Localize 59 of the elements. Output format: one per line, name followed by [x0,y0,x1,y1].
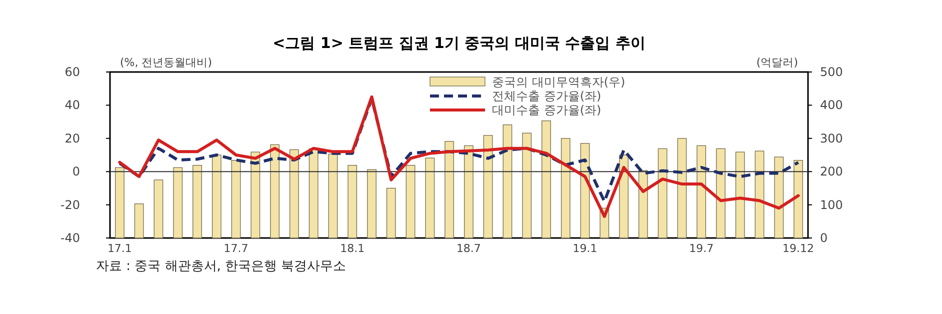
bar [444,141,454,238]
bar [328,154,338,238]
x-tick-label: 18.1 [340,242,365,255]
x-tick-label: 17.1 [107,242,132,255]
bar [154,180,164,238]
bar [231,160,241,238]
bar [367,169,376,238]
bar [619,154,628,238]
x-tick-label: 17.7 [224,242,248,255]
y2-tick-label: 300 [820,131,843,146]
bar [522,132,532,238]
bar [677,138,687,238]
bar [134,204,144,238]
y2-tick-label: 0 [820,231,828,245]
y-tick-label: 60 [64,65,80,79]
bar [308,148,318,238]
bar [542,120,551,238]
bar [696,145,706,238]
x-tick-label: 19.12 [782,242,814,255]
y-tick-label: -40 [60,231,80,245]
bar [638,170,648,238]
y2-tick-label: 200 [820,164,843,179]
bar [794,160,803,238]
y2-tick-label: 500 [820,65,843,79]
bar [774,156,784,238]
bar [173,167,183,238]
bar [560,138,570,238]
bar [250,152,260,238]
bar [406,164,416,238]
y2-axis-title: (억달러) [756,56,798,69]
y-tick-label: -20 [60,198,80,212]
bar [716,148,726,238]
bar [425,158,435,238]
text: 자료 : 중국 해관총서, 한국은행 북경사무소 [96,259,346,274]
chart-title: <그림 1> 트럼프 집권 1기 중국의 대미국 수출입 추이 [272,34,646,52]
bar [192,164,202,238]
bar [115,167,124,238]
bar [658,148,668,238]
y-axis-title: (%, 전년동월대비) [120,56,212,69]
bar [212,154,222,238]
bar [502,124,512,238]
legend-label: 전체수출 증가율(좌) [492,89,602,103]
y-tick-label: 0 [72,164,80,179]
bar [386,188,396,238]
y-tick-label: 40 [64,98,80,112]
legend-label: 대미수출 증가율(좌) [492,103,602,117]
bar [348,164,358,238]
bar [464,145,474,238]
bar [290,149,299,238]
bar [483,135,493,238]
x-tick-label: 18.7 [456,242,481,255]
y2-tick-label: 400 [820,98,843,112]
y-tick-label: 20 [64,131,80,146]
bar [735,152,745,238]
x-tick-label: 19.1 [572,242,598,255]
x-tick-label: 19.7 [689,242,714,255]
legend-label: 중국의 대미무역흑자(우) [492,75,626,89]
bar [270,144,280,238]
y2-tick-label: 100 [820,198,843,212]
